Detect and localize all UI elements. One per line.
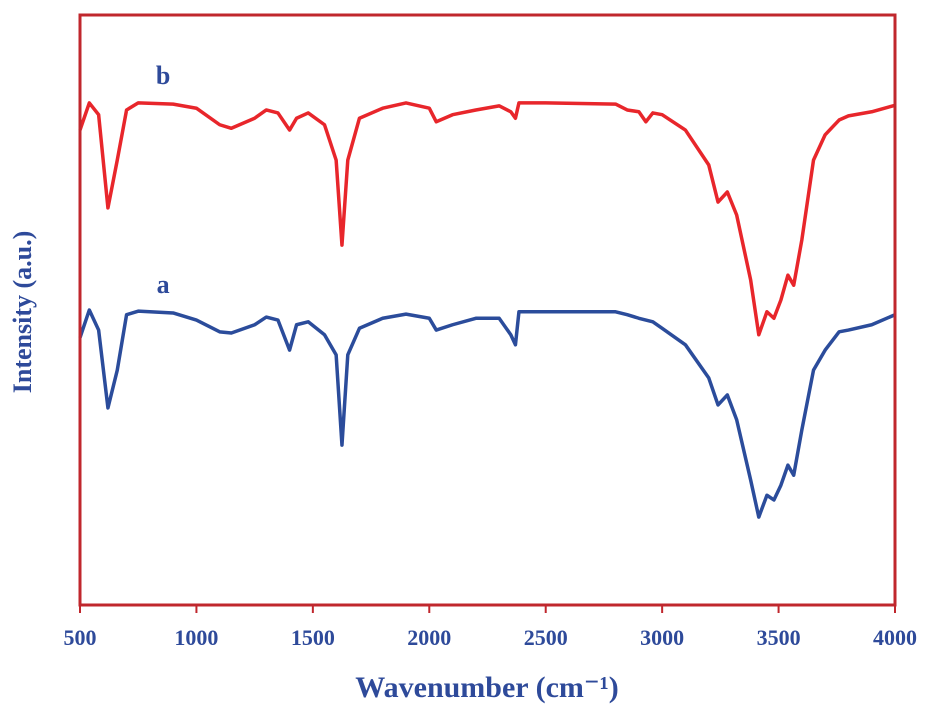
spectrum-line (78, 101, 896, 337)
plot-frame (78, 13, 897, 607)
x-tick-label: 1500 (291, 625, 335, 650)
x-tick-label: 500 (64, 625, 97, 650)
x-tick-label: 4000 (873, 625, 917, 650)
x-tick-label: 3000 (640, 625, 684, 650)
x-tick-label: 1000 (174, 625, 218, 650)
spectrum-line (78, 308, 896, 519)
x-tick-label: 2500 (524, 625, 568, 650)
x-axis-title: Wavenumber (cm⁻¹) (355, 671, 618, 704)
y-axis-title: Intensity (a.u.) (8, 231, 37, 394)
x-tick-label: 2000 (407, 625, 451, 650)
x-tick-label: 3500 (757, 625, 801, 650)
series-label: b (156, 61, 170, 90)
series-label: a (157, 270, 170, 299)
